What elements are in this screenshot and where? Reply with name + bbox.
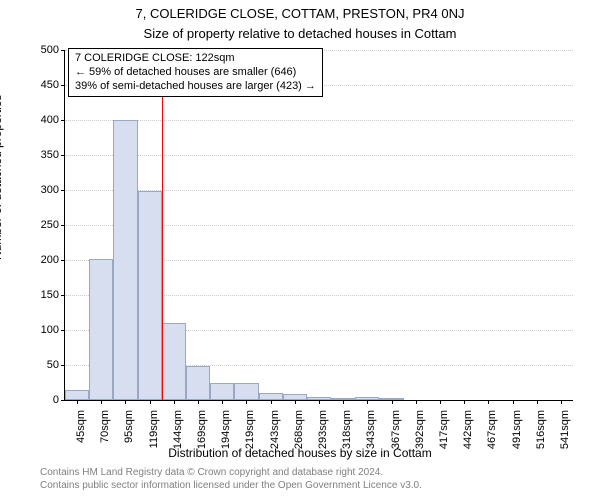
xtick-label: 516sqm	[535, 410, 547, 449]
chart-title-line1: 7, COLERIDGE CLOSE, COTTAM, PRESTON, PR4…	[0, 6, 600, 21]
x-axis-label: Distribution of detached houses by size …	[0, 446, 600, 460]
xtick-mark	[488, 400, 489, 404]
ytick-mark	[61, 120, 65, 121]
histogram-bar	[186, 366, 210, 400]
ytick-mark	[61, 330, 65, 331]
ytick-label: 300	[41, 184, 59, 196]
xtick-mark	[271, 400, 272, 404]
xtick-mark	[440, 400, 441, 404]
gridline	[65, 120, 573, 121]
info-line-3: 39% of semi-detached houses are larger (…	[75, 80, 316, 94]
info-line-2: ← 59% of detached houses are smaller (64…	[75, 66, 316, 80]
xtick-mark	[295, 400, 296, 404]
ytick-mark	[61, 50, 65, 51]
histogram-bar	[259, 393, 283, 400]
xtick-mark	[537, 400, 538, 404]
xtick-label: 45sqm	[75, 410, 87, 443]
chart-title-line2: Size of property relative to detached ho…	[0, 26, 600, 41]
ytick-mark	[61, 225, 65, 226]
ytick-mark	[61, 85, 65, 86]
histogram-bar	[162, 323, 186, 400]
xtick-label: 95sqm	[123, 410, 135, 443]
ytick-label: 150	[41, 289, 59, 301]
ytick-mark	[61, 295, 65, 296]
ytick-mark	[61, 155, 65, 156]
ytick-mark	[61, 365, 65, 366]
ytick-label: 400	[41, 114, 59, 126]
xtick-label: 144sqm	[172, 410, 184, 449]
ytick-mark	[61, 260, 65, 261]
reference-line	[162, 50, 163, 400]
histogram-bar	[210, 383, 234, 401]
histogram-bar	[138, 191, 162, 400]
xtick-mark	[198, 400, 199, 404]
xtick-mark	[464, 400, 465, 404]
xtick-mark	[367, 400, 368, 404]
xtick-mark	[513, 400, 514, 404]
footnote-line-1: Contains HM Land Registry data © Crown c…	[40, 466, 422, 479]
xtick-label: 343sqm	[365, 410, 377, 449]
xtick-label: 119sqm	[148, 410, 160, 448]
xtick-mark	[174, 400, 175, 404]
info-annotation-box: 7 COLERIDGE CLOSE: 122sqm ← 59% of detac…	[68, 48, 323, 97]
xtick-mark	[343, 400, 344, 404]
ytick-label: 450	[41, 79, 59, 91]
xtick-label: 491sqm	[511, 410, 523, 449]
xtick-mark	[416, 400, 417, 404]
xtick-mark	[392, 400, 393, 404]
y-axis-label: Number of detached properties	[0, 95, 4, 260]
gridline	[65, 155, 573, 156]
xtick-label: 467sqm	[486, 410, 498, 449]
xtick-label: 541sqm	[559, 410, 571, 449]
info-line-1: 7 COLERIDGE CLOSE: 122sqm	[75, 52, 316, 66]
ytick-label: 200	[41, 254, 59, 266]
xtick-label: 367sqm	[390, 410, 402, 449]
ytick-mark	[61, 400, 65, 401]
ytick-label: 100	[41, 324, 59, 336]
xtick-label: 442sqm	[462, 410, 474, 449]
ytick-label: 50	[47, 359, 59, 371]
xtick-mark	[246, 400, 247, 404]
ytick-label: 500	[41, 44, 59, 56]
xtick-mark	[319, 400, 320, 404]
xtick-mark	[125, 400, 126, 404]
xtick-mark	[150, 400, 151, 404]
xtick-label: 243sqm	[269, 410, 281, 449]
xtick-mark	[222, 400, 223, 404]
histogram-bar	[65, 390, 89, 401]
xtick-label: 268sqm	[293, 410, 305, 449]
xtick-label: 194sqm	[220, 410, 232, 449]
ytick-mark	[61, 190, 65, 191]
footnote-line-2: Contains public sector information licen…	[40, 479, 422, 492]
xtick-label: 318sqm	[341, 410, 353, 449]
ytick-label: 0	[53, 394, 59, 406]
xtick-label: 70sqm	[99, 410, 111, 443]
xtick-mark	[101, 400, 102, 404]
histogram-bar	[234, 383, 258, 401]
xtick-label: 392sqm	[414, 410, 426, 449]
xtick-mark	[561, 400, 562, 404]
xtick-label: 169sqm	[196, 410, 208, 449]
histogram-bar	[113, 120, 137, 400]
xtick-label: 219sqm	[244, 410, 256, 449]
footnote: Contains HM Land Registry data © Crown c…	[40, 466, 422, 492]
histogram-bar	[89, 259, 113, 400]
xtick-mark	[77, 400, 78, 404]
xtick-label: 417sqm	[438, 410, 450, 449]
xtick-label: 293sqm	[317, 410, 329, 449]
ytick-label: 250	[41, 219, 59, 231]
ytick-label: 350	[41, 149, 59, 161]
chart-plot-area: 05010015020025030035040045050045sqm70sqm…	[64, 50, 573, 401]
